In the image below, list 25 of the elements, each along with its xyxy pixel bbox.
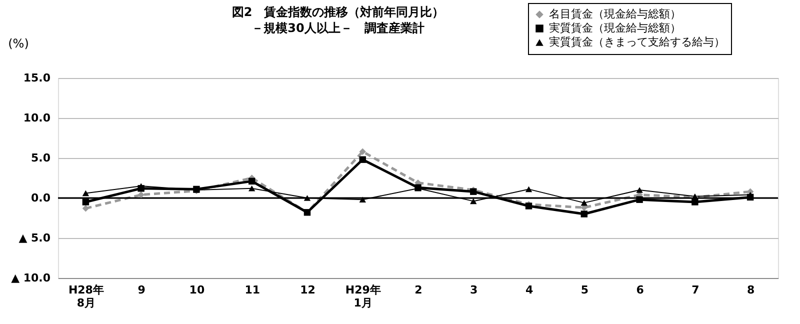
x-tick-label: 8 bbox=[746, 284, 755, 296]
y-tick-label: ▲ 5.0 bbox=[18, 232, 51, 244]
y-tick-label: ▲ 10.0 bbox=[11, 272, 51, 284]
chart-subtitle: －規模30人以上－ 調査産業計 bbox=[252, 21, 424, 35]
x-tick-label: H29年 1月 bbox=[345, 284, 381, 310]
x-tick-label: H28年 8月 bbox=[68, 284, 104, 310]
x-tick-label: 10 bbox=[189, 284, 205, 296]
x-tick-label: 9 bbox=[138, 284, 146, 296]
x-tick-label: 3 bbox=[470, 284, 478, 296]
x-tick-label: 4 bbox=[525, 284, 534, 296]
legend-label: 実質賃金（きまって支給する給与） bbox=[549, 36, 725, 48]
y-tick-label: 10.0 bbox=[23, 112, 51, 124]
x-tick-label: 11 bbox=[244, 284, 260, 296]
x-tick-label: 2 bbox=[414, 284, 422, 296]
chart-title: 図2 賃金指数の推移（対前年同月比） bbox=[232, 5, 444, 19]
x-tick-label: 5 bbox=[580, 284, 588, 296]
y-tick-label: 5.0 bbox=[31, 152, 51, 164]
x-tick-label: 7 bbox=[692, 284, 700, 296]
y-axis-title: (%) bbox=[8, 36, 29, 50]
x-tick-label: 6 bbox=[636, 284, 644, 296]
legend-label: 名目賃金（現金給与総額） bbox=[549, 8, 681, 20]
legend-label: 実質賃金（現金給与総額） bbox=[549, 22, 681, 34]
y-tick-label: 15.0 bbox=[23, 72, 51, 84]
x-tick-label: 12 bbox=[300, 284, 316, 296]
y-tick-label: 0.0 bbox=[31, 192, 51, 204]
